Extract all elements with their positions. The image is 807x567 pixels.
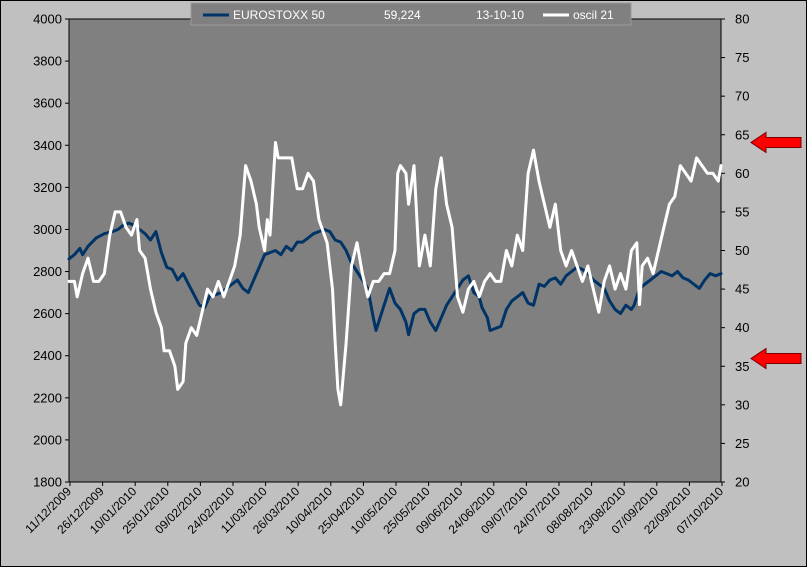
- left-tick-label: 3000: [33, 222, 62, 237]
- left-tick-label: 3600: [33, 96, 62, 111]
- markers-group: [750, 131, 802, 370]
- left-tick-label: 3200: [33, 180, 62, 195]
- legend-box: [190, 2, 632, 26]
- left-tick-label: 4000: [33, 12, 62, 27]
- left-tick-label: 2400: [33, 348, 62, 363]
- right-tick-label: 50: [735, 243, 749, 258]
- red-arrow-icon: [750, 131, 802, 154]
- legend-value: 59,224: [384, 8, 421, 22]
- left-tick-label: 2600: [33, 306, 62, 321]
- legend-date: 13-10-10: [476, 8, 524, 22]
- red-arrow-icon: [750, 347, 802, 370]
- right-tick-label: 65: [735, 127, 749, 142]
- left-tick-label: 3800: [33, 54, 62, 69]
- right-tick-label: 30: [735, 397, 749, 412]
- right-tick-label: 75: [735, 50, 749, 65]
- right-tick-label: 55: [735, 204, 749, 219]
- series-group: [67, 141, 723, 407]
- series-oscil-line: [67, 141, 723, 407]
- right-tick-label: 45: [735, 282, 749, 297]
- right-tick-label: 35: [735, 359, 749, 374]
- right-tick-label: 70: [735, 89, 749, 104]
- right-tick-label: 80: [735, 12, 749, 27]
- left-tick-label: 3400: [33, 138, 62, 153]
- right-tick-label: 25: [735, 436, 749, 451]
- x-axis: 11/12/200926/12/200910/01/201025/01/2010…: [22, 482, 726, 537]
- left-tick-label: 2000: [33, 432, 62, 447]
- legend: EUROSTOXX 50 59,224 13-10-10 oscil 21: [190, 2, 632, 26]
- right-tick-label: 60: [735, 166, 749, 181]
- legend-label-eurostoxx: EUROSTOXX 50: [233, 8, 325, 22]
- right-axis: 20 25 30 35 40 45 50 55 60 65 70 75 80: [721, 12, 749, 490]
- left-tick-label: 2800: [33, 264, 62, 279]
- series-eurostoxx-line: [67, 221, 723, 337]
- right-tick-label: 20: [735, 475, 749, 490]
- left-tick-label: 1800: [33, 475, 62, 490]
- right-tick-label: 40: [735, 320, 749, 335]
- left-tick-label: 2200: [33, 390, 62, 405]
- left-axis: 1800 2000 2200 2400 2600 2800 3000 3200 3400 3600…: [33, 12, 69, 490]
- legend-label-oscil: oscil 21: [573, 8, 614, 22]
